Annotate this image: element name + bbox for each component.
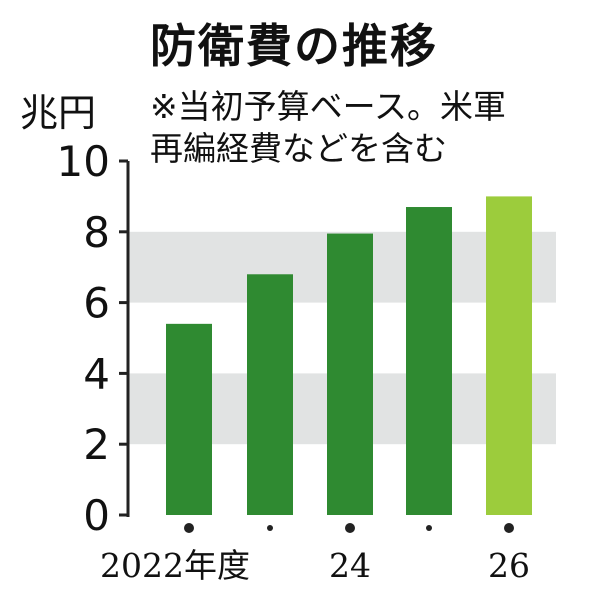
chart-note: ※当初予算ベース。米軍 再編経費などを含む <box>150 86 506 170</box>
y-tick-label-2: 2 <box>83 420 110 469</box>
y-tick-label-0: 0 <box>83 491 110 540</box>
x-tick-dot-2 <box>267 525 273 531</box>
y-tick-label-8: 8 <box>83 208 110 257</box>
chart-note-line-1: ※当初予算ベース。米軍 <box>150 87 507 126</box>
bar-1 <box>166 323 212 515</box>
x-tick-labels: 2022年度 24 26 <box>100 546 530 585</box>
bar-4 <box>406 207 452 515</box>
chart-note-line-2: 再編経費などを含む <box>150 129 447 168</box>
y-tick-labels: 0 2 4 6 8 10 <box>57 137 110 540</box>
bar-5 <box>486 196 532 515</box>
y-tick-label-10: 10 <box>57 137 110 186</box>
x-tick-dot-3 <box>345 523 355 533</box>
y-axis <box>119 159 130 517</box>
bar-3 <box>327 233 373 515</box>
bar-2 <box>247 274 293 515</box>
y-tick-label-6: 6 <box>83 279 110 328</box>
y-axis-unit-label: 兆円 <box>20 91 97 135</box>
x-tick-dot-5 <box>504 523 514 533</box>
x-tick-dots <box>184 523 514 533</box>
y-tick-label-4: 4 <box>83 349 110 398</box>
x-tick-dot-4 <box>426 525 432 531</box>
bars <box>166 196 532 515</box>
chart-title: 防衛費の推移 <box>150 19 438 73</box>
x-tick-label-1: 2022年度 <box>100 546 250 585</box>
x-tick-label-3: 24 <box>329 546 371 585</box>
x-tick-label-5: 26 <box>488 546 530 585</box>
x-tick-dot-1 <box>184 523 194 533</box>
